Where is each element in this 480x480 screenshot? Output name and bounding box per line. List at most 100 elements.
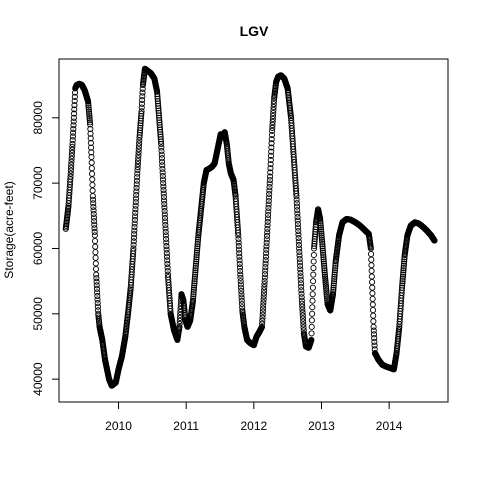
data-point (68, 161, 75, 168)
data-point (94, 289, 101, 296)
data-point (193, 258, 200, 265)
data-point (93, 275, 100, 282)
chart-title: LGV (240, 23, 269, 39)
data-point (131, 227, 138, 234)
data-point (265, 194, 273, 201)
y-axis-label: Storage(acre-feet) (2, 181, 16, 278)
data-point (68, 155, 75, 162)
data-point (330, 286, 337, 293)
data-point (86, 117, 93, 124)
data-point (190, 293, 197, 300)
data-point (319, 238, 326, 245)
data-point (293, 200, 300, 207)
data-point (85, 100, 92, 107)
data-point (267, 152, 275, 159)
data-point (295, 224, 302, 231)
data-point (321, 262, 328, 269)
data-point (93, 282, 100, 289)
data-point (238, 300, 246, 308)
data-point (68, 164, 75, 171)
data-point (310, 278, 317, 285)
data-point (263, 239, 270, 246)
data-point (268, 148, 275, 155)
data-point (296, 255, 303, 262)
x-tick-label: 2013 (308, 419, 335, 433)
data-point (264, 215, 271, 222)
y-tick-label: 80000 (31, 101, 45, 135)
data-point (192, 269, 199, 276)
data-point (370, 312, 377, 319)
data-point (263, 236, 270, 243)
data-point (293, 193, 300, 200)
data-point (309, 291, 316, 298)
data-point (238, 291, 245, 298)
data-point (86, 115, 93, 122)
data-point (176, 317, 183, 324)
data-point (162, 218, 169, 225)
data-point (238, 294, 245, 301)
data-point (266, 183, 273, 191)
data-point (68, 149, 76, 156)
data-point (297, 280, 305, 287)
data-point (320, 256, 327, 263)
data-point (161, 214, 169, 222)
data-point (317, 218, 324, 225)
data-point (194, 247, 201, 254)
data-point (270, 110, 277, 117)
data-point (90, 200, 97, 207)
data-point (71, 97, 78, 105)
data-point (134, 161, 141, 168)
data-point (321, 271, 328, 278)
data-point (162, 232, 169, 239)
data-point (89, 170, 96, 177)
data-point (193, 251, 200, 259)
data-point (298, 297, 305, 304)
data-point (132, 213, 139, 220)
data-point (400, 260, 408, 267)
data-point (317, 224, 324, 231)
data-point (293, 190, 300, 197)
data-point (235, 235, 242, 243)
data-point (193, 249, 200, 256)
data-point (87, 135, 94, 142)
data-point (194, 241, 201, 248)
data-point (399, 282, 406, 289)
data-point (266, 180, 273, 187)
data-point (161, 204, 168, 211)
data-point (300, 321, 307, 328)
data-point (192, 265, 199, 272)
data-point (269, 112, 277, 120)
data-point (190, 295, 197, 302)
data-point (368, 251, 375, 258)
data-point (370, 327, 377, 334)
data-point (191, 280, 198, 287)
data-point (133, 181, 140, 188)
data-point (134, 174, 141, 181)
data-point (331, 271, 338, 278)
data-point (259, 320, 266, 327)
data-point (308, 323, 315, 330)
data-point (294, 210, 301, 217)
data-point (192, 271, 199, 278)
data-point (130, 238, 137, 245)
data-point (236, 260, 243, 267)
data-point (295, 234, 302, 242)
y-tick-label: 70000 (31, 166, 45, 200)
data-point (320, 260, 328, 267)
data-point (194, 245, 201, 252)
data-point (331, 267, 339, 274)
data-point (69, 143, 76, 150)
data-point (296, 252, 303, 259)
data-point (85, 104, 92, 111)
data-point (136, 140, 143, 147)
data-point (321, 273, 329, 280)
data-point (321, 265, 328, 272)
x-tick-label: 2010 (105, 419, 132, 433)
data-point (238, 297, 245, 304)
x-axis: 2010 2011 2012 2013 2014 (105, 401, 403, 433)
data-point (295, 241, 303, 249)
data-point (194, 238, 201, 245)
data-point (133, 184, 140, 191)
data-point (308, 330, 315, 337)
